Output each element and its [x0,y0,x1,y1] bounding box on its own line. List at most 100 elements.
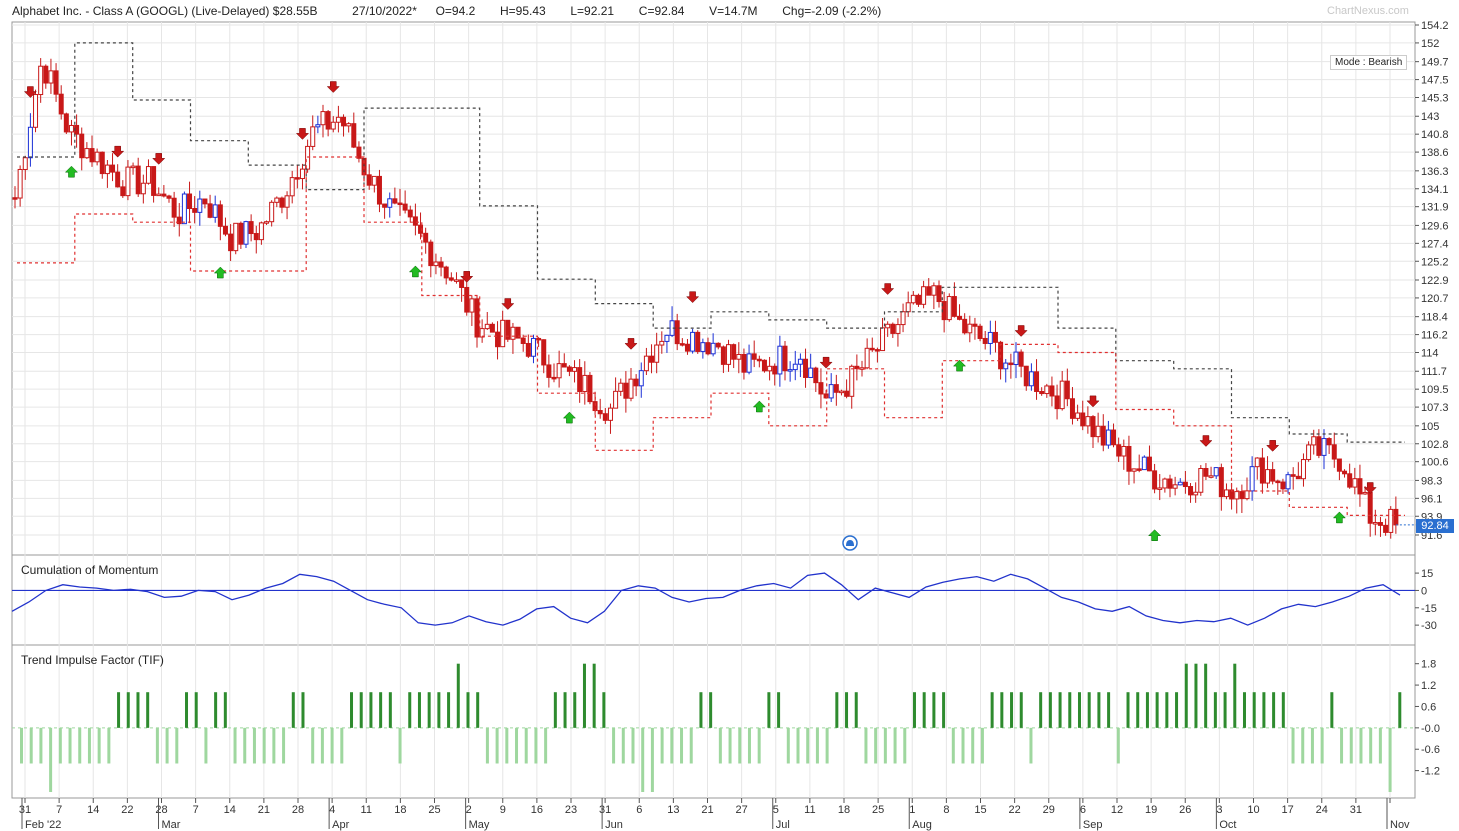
candle-body [910,294,916,304]
candle-body [489,323,495,333]
candle-body [1357,478,1363,495]
candle-body [931,285,937,296]
tif-bar [903,727,907,764]
candle-body [972,323,978,327]
tif-bar [78,727,82,764]
tif-bar [194,692,198,728]
tif-bar [1039,692,1043,728]
candle-body [577,367,583,393]
candle-body [1116,444,1122,457]
tif-bar [1145,692,1149,728]
tif-bar [825,727,829,764]
tif-bar [1223,692,1227,728]
tif-bar [612,727,616,764]
candle-body [1254,457,1260,468]
panel-frame [11,21,1416,556]
candle-body [94,151,100,163]
x-tick-label: 28 [292,804,304,816]
price-tick-label: 131.9 [1421,202,1449,214]
price-tick-label: 111.7 [1421,366,1447,378]
tif-bar [359,692,363,728]
tif-bar [1330,692,1334,728]
tif-tick-label: -1.2 [1421,766,1440,778]
x-month-label: Nov [1390,819,1410,831]
candle-body [135,165,141,195]
candle-body [1275,480,1281,484]
x-tick-label: 31 [1350,804,1362,816]
tif-bar [942,692,946,728]
candle-body [325,111,331,130]
candle-body [905,302,911,313]
candle-body [1044,385,1050,395]
candle-body [17,168,23,199]
x-tick-label: 13 [667,804,679,816]
candle-body [1198,468,1204,493]
candle-body [869,347,875,351]
candle-body [1023,365,1029,387]
tif-bar [146,692,150,728]
x-tick-label: 22 [121,804,133,816]
candle-body [1352,478,1358,488]
price-tick-label: 98.3 [1421,475,1442,487]
candle-body [823,393,829,399]
candle-body [1290,474,1296,477]
candle-body [68,124,74,133]
tif-bar [456,663,460,728]
tif-bar [951,727,955,764]
momentum-panel-title: Cumulation of Momentum [21,563,159,577]
x-tick-label: 18 [838,804,850,816]
tif-bar [815,727,819,764]
x-tick-label: 8 [943,804,949,816]
candle-body [505,319,511,340]
candle-body [915,294,921,305]
tif-bar [29,727,33,764]
candle-body [772,365,778,375]
tif-bar [747,727,751,764]
candle-body [587,374,593,403]
tif-panel-title: Trend Impulse Factor (TIF) [21,653,164,667]
candle-body [618,382,624,392]
x-tick-label: 11 [361,804,372,816]
tif-bar [175,727,179,764]
x-tick-label: 28 [155,804,167,816]
x-tick-label: 15 [974,804,986,816]
tif-bar [1398,692,1402,728]
candle-body [1008,362,1014,366]
quote-open: O=94.2 [435,4,476,18]
tif-bar [544,727,548,764]
candle-body [192,208,198,213]
candle-body [1080,412,1086,427]
quote-close: C=92.84 [638,4,685,18]
tif-bar [1301,727,1305,764]
candle-body [238,222,244,245]
candle-body [402,203,408,211]
x-month-label: Jul [776,819,790,831]
candle-body [284,195,290,208]
tif-bar [1378,727,1382,764]
candle-body [623,382,629,399]
candle-body [233,222,239,252]
tif-bar [447,692,451,728]
buy-arrow [562,411,577,424]
candle-body [171,197,177,218]
tif-bar [728,727,732,764]
tif-bar [126,692,130,728]
candle-body [638,370,644,387]
buy-arrow [1147,529,1162,541]
tif-bar [961,727,965,764]
tif-bar [1116,727,1120,764]
candle-body [320,111,326,126]
candle-body [746,353,752,373]
candle-body [120,186,126,197]
candle-body [181,193,187,225]
candle-body [741,353,747,373]
sell-arrow [1266,440,1280,452]
candle-body [166,195,172,199]
candle-body [187,193,193,210]
candle-body [346,123,352,127]
candle-body [1018,351,1024,367]
tif-bar [592,663,596,728]
candle-body [1105,429,1111,446]
candle-body [782,345,788,372]
